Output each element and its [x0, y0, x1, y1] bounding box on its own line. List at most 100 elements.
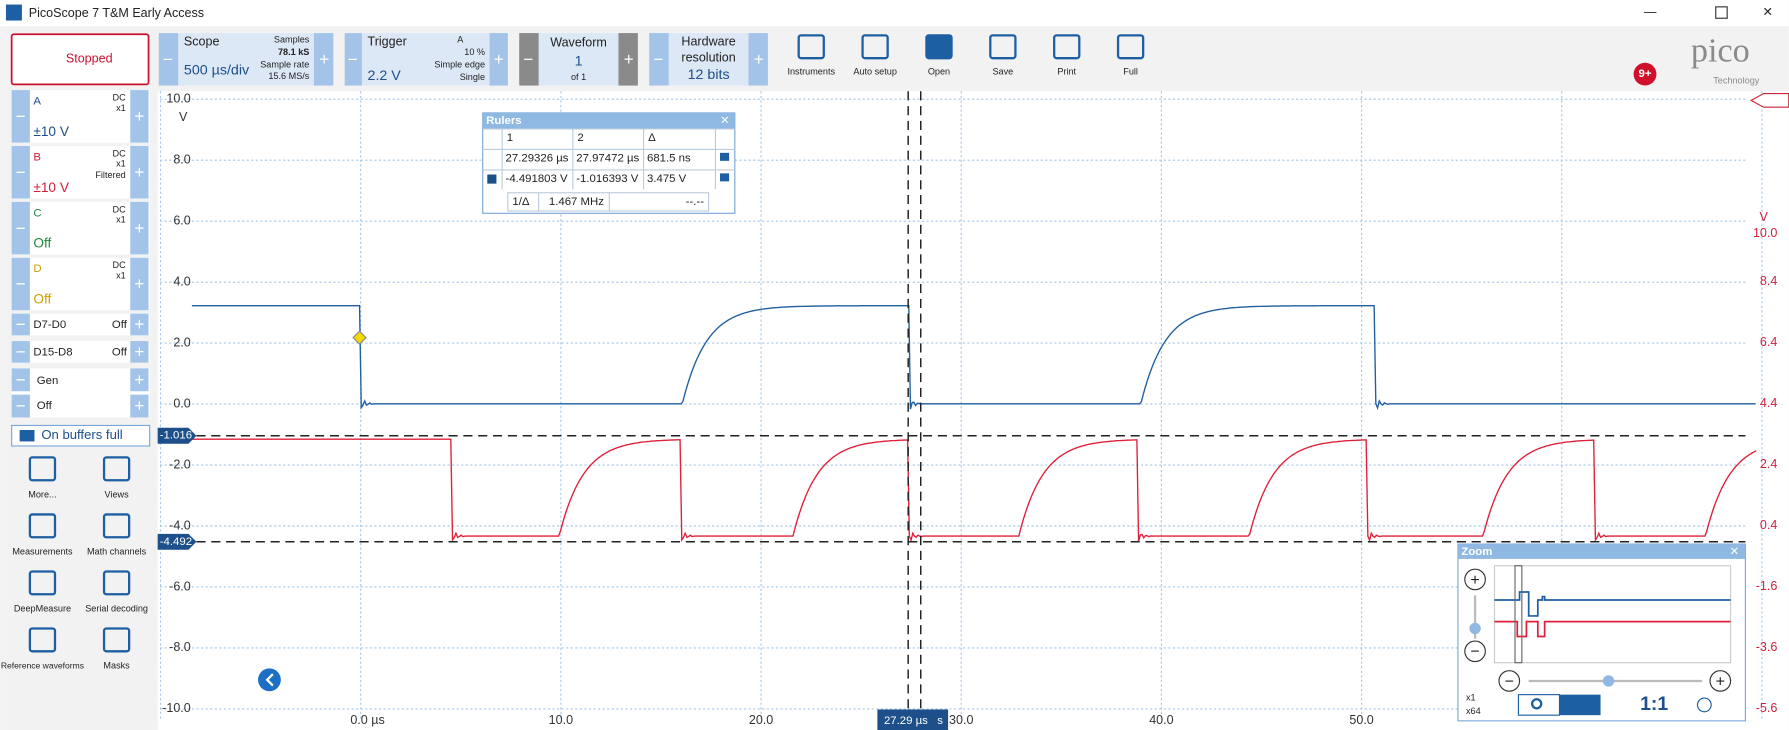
tool-label: Measurements	[12, 546, 73, 556]
maximize[interactable]	[1715, 6, 1728, 19]
trigger-plus[interactable]	[489, 33, 508, 86]
rulers-titlebar	[482, 112, 735, 129]
zoom-button[interactable]	[1709, 670, 1732, 692]
generator-box[interactable]	[11, 368, 150, 418]
toolbar-button-label: Print	[1057, 66, 1076, 76]
toolbar-icon[interactable]	[989, 34, 1017, 60]
info-icon[interactable]	[1696, 697, 1712, 713]
toolbar-icon[interactable]	[1116, 34, 1145, 60]
channel-button[interactable]	[130, 394, 149, 418]
minus: −	[16, 397, 26, 416]
trigger-widget[interactable]	[344, 33, 508, 86]
lock-icon[interactable]	[719, 152, 730, 161]
trigger-channel: A	[457, 34, 464, 44]
rulers-header: Δ	[648, 132, 656, 144]
trace	[191, 305, 1756, 411]
channel-button[interactable]	[11, 394, 30, 418]
zoom-scale: x64	[1466, 706, 1481, 716]
resolution-label: Hardware	[681, 35, 735, 49]
scope-minus[interactable]	[158, 33, 179, 86]
waveform-label: Waveform	[550, 36, 607, 50]
tool-icon[interactable]	[28, 627, 57, 653]
notification-badge[interactable]	[1633, 62, 1657, 86]
channel-button[interactable]	[11, 201, 30, 255]
channel-button[interactable]	[11, 257, 30, 311]
x-tick-label: 0.0 µs	[350, 713, 384, 727]
scroll-left[interactable]	[258, 668, 281, 692]
scope-widget[interactable]	[158, 33, 334, 86]
toolbar-icon[interactable]	[797, 34, 825, 60]
resolution-plus[interactable]	[748, 33, 768, 86]
capture-mode[interactable]	[11, 424, 151, 447]
channel-box[interactable]	[11, 146, 150, 199]
waveform-widget[interactable]	[519, 33, 638, 86]
zoom-button[interactable]	[1498, 670, 1521, 692]
channel-box[interactable]	[11, 90, 150, 143]
tool-icon[interactable]	[28, 456, 57, 482]
tool-icon[interactable]	[102, 456, 131, 482]
scroll-left-arrow	[265, 673, 274, 687]
y2-tick-label: 6.4	[1760, 335, 1777, 349]
rulers-cell: -1.016393 V	[576, 173, 638, 185]
rulers-cell: 27.97472 µs	[576, 153, 639, 165]
waveform-plus[interactable]	[618, 33, 638, 86]
channel-button[interactable]	[130, 146, 149, 199]
toolbar-icon[interactable]	[861, 34, 889, 60]
generator-state: Off	[37, 400, 53, 412]
zoom-slider-thumb[interactable]	[1469, 622, 1481, 635]
digital-name: D7-D0	[33, 319, 66, 331]
toolbar-button-label: Save	[992, 66, 1013, 76]
toolbar-icon[interactable]	[925, 34, 953, 60]
ruler-tag[interactable]	[157, 427, 197, 444]
resolution-widget[interactable]	[649, 33, 768, 86]
channel-button[interactable]	[11, 90, 30, 143]
zoom-button[interactable]	[1464, 568, 1486, 591]
trigger-mode: Single	[460, 72, 485, 82]
pan-tool[interactable]	[1559, 694, 1601, 716]
zoom-tool[interactable]	[1517, 694, 1561, 716]
stop-button[interactable]	[10, 33, 150, 86]
rulers-close[interactable]: ✕	[720, 115, 730, 127]
zoom-close[interactable]: ✕	[1729, 546, 1739, 558]
minus: −	[1470, 644, 1479, 661]
tool-icon[interactable]	[28, 513, 57, 539]
zoom-title: Zoom	[1461, 546, 1492, 558]
minimize[interactable]: —	[1644, 5, 1657, 19]
tool-icon[interactable]	[102, 627, 131, 653]
trigger-label: Trigger	[368, 35, 407, 49]
channel-box[interactable]	[11, 257, 150, 311]
time-ruler-tag[interactable]	[877, 709, 949, 730]
close[interactable]: ✕	[1763, 5, 1774, 19]
minus: −	[16, 343, 26, 362]
waveform-minus[interactable]	[519, 33, 539, 86]
channel-button[interactable]	[130, 313, 149, 336]
digital-box[interactable]	[11, 341, 150, 363]
channel-button[interactable]	[11, 146, 30, 199]
trigger-minus[interactable]	[344, 33, 362, 86]
tool-icon[interactable]	[102, 513, 131, 539]
tool-icon[interactable]	[28, 570, 57, 596]
channel-button[interactable]	[130, 257, 149, 311]
y2-tick-label: 8.4	[1760, 274, 1777, 288]
tool-icon[interactable]	[102, 570, 131, 596]
channel-button[interactable]	[130, 341, 149, 363]
resolution-minus[interactable]	[649, 33, 669, 86]
channel-button[interactable]	[11, 341, 30, 363]
channel-button[interactable]	[11, 368, 30, 392]
channel-box[interactable]	[11, 201, 150, 255]
digital-box[interactable]	[11, 313, 150, 336]
zoom-slider-thumb[interactable]	[1602, 675, 1615, 687]
channel-name: B	[33, 151, 41, 163]
channel-button[interactable]	[130, 90, 149, 143]
zoom-button[interactable]	[1464, 640, 1486, 663]
scope-plus[interactable]	[313, 33, 334, 86]
channel-button[interactable]	[11, 313, 30, 336]
channel-button[interactable]	[130, 368, 149, 392]
channel-button[interactable]	[130, 201, 149, 255]
plus: +	[754, 50, 764, 69]
plus: +	[1470, 572, 1479, 589]
lock-icon[interactable]	[719, 173, 730, 182]
toolbar-icon[interactable]	[1053, 34, 1081, 60]
ruler-tag[interactable]	[157, 533, 197, 550]
rulers-cell: 27.29326 µs	[506, 153, 569, 165]
